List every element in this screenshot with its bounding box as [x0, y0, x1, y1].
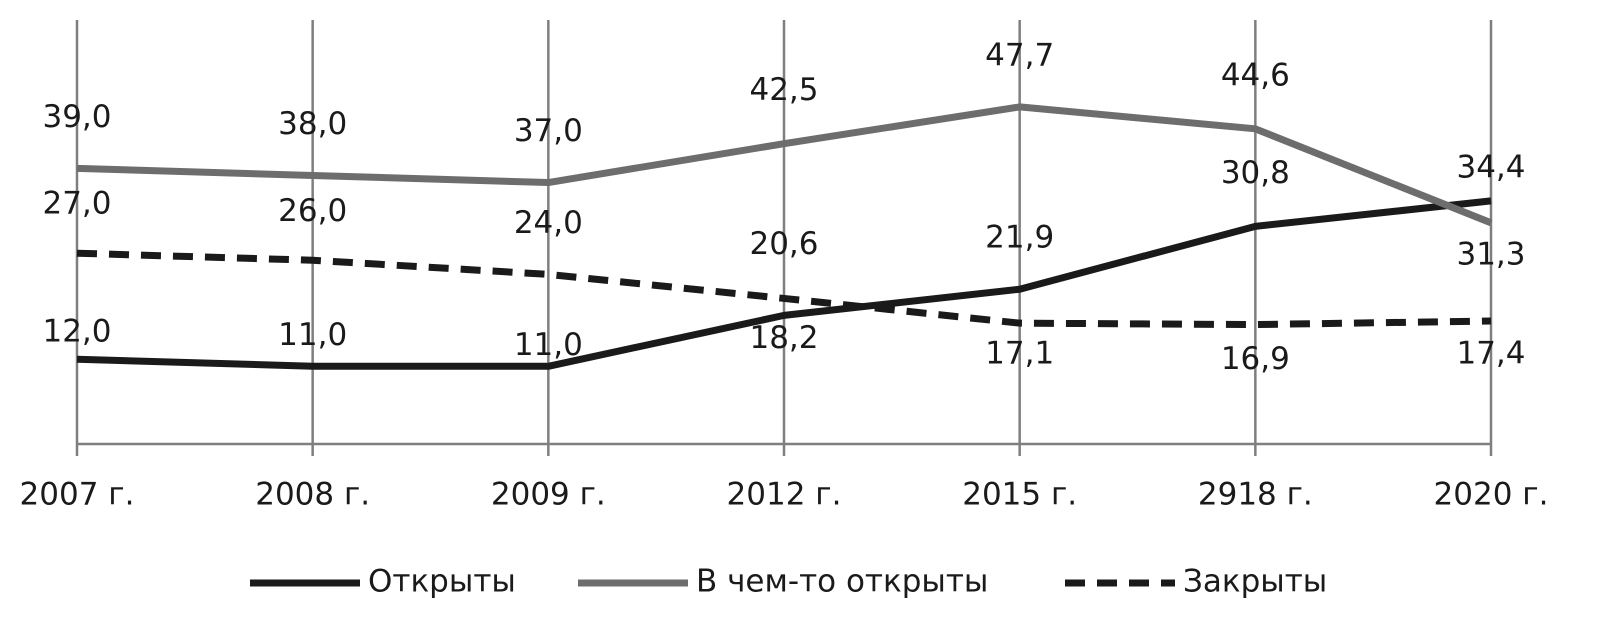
legend-label: Закрыты — [1183, 564, 1327, 600]
x-tick-label: 2020 г. — [1434, 477, 1549, 513]
legend-label: В чем-то открыты — [696, 564, 988, 600]
data-label: 47,7 — [985, 37, 1054, 73]
data-label: 34,4 — [1456, 149, 1525, 185]
series-line — [76, 249, 1492, 329]
data-label: 16,9 — [1221, 341, 1290, 377]
data-label: 17,1 — [985, 336, 1054, 372]
data-label: 24,0 — [514, 205, 583, 241]
x-tick-label: 2008 г. — [255, 477, 370, 513]
series-line — [76, 103, 1493, 227]
x-tick-label: 2007 г. — [20, 477, 135, 513]
data-label: 30,8 — [1221, 155, 1290, 191]
series-line — [76, 197, 1492, 370]
data-label: 11,0 — [514, 327, 583, 363]
data-label: 11,0 — [278, 317, 347, 353]
x-tick-label: 2012 г. — [727, 477, 842, 513]
data-label: 12,0 — [42, 314, 111, 350]
legend-label: Открыты — [368, 564, 516, 600]
data-label: 27,0 — [42, 186, 111, 222]
data-label: 31,3 — [1456, 236, 1525, 272]
data-label: 37,0 — [514, 113, 583, 149]
data-label: 17,4 — [1456, 336, 1525, 372]
data-label: 18,2 — [749, 320, 818, 356]
data-label: 42,5 — [749, 72, 818, 108]
data-label: 38,0 — [278, 106, 347, 142]
data-label: 26,0 — [278, 193, 347, 229]
data-label: 44,6 — [1221, 57, 1290, 93]
x-tick-label: 2009 г. — [491, 477, 606, 513]
x-tick-label: 2918 г. — [1198, 477, 1313, 513]
x-tick-label: 2015 г. — [962, 477, 1077, 513]
data-label: 20,6 — [749, 226, 818, 262]
data-label: 39,0 — [42, 99, 111, 135]
data-label: 21,9 — [985, 220, 1054, 256]
